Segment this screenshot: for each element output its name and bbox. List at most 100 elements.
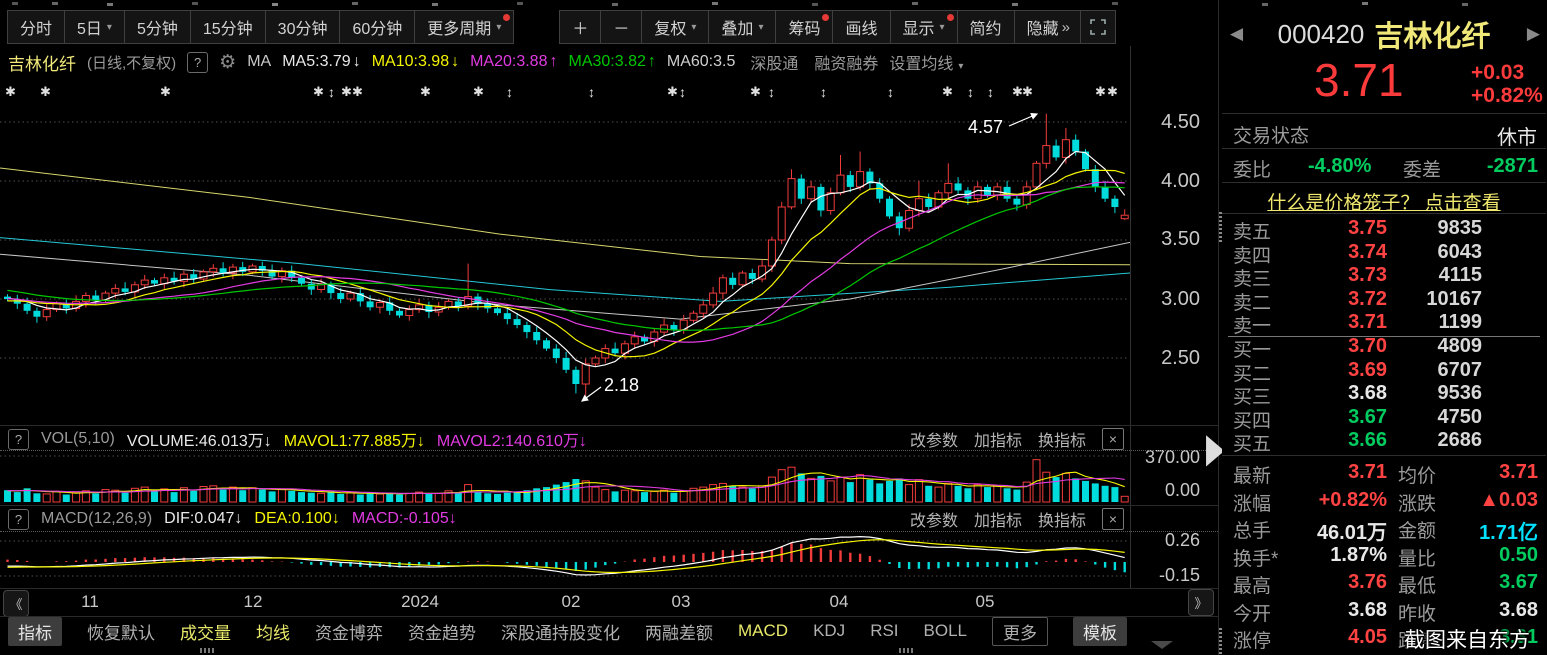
chevron-down-icon: ▾	[939, 21, 945, 33]
indicator-tab-MACD[interactable]: MACD	[738, 621, 789, 640]
macd-panel-header: ? MACD(12,26,9) DIF:0.047↓ DEA:0.100↓ MACD:-…	[8, 507, 1124, 531]
action-换指标[interactable]: 换指标	[1037, 513, 1086, 530]
divider	[1222, 148, 1546, 149]
period-button-更多周期[interactable]: 更多周期 ▾	[414, 10, 515, 44]
ma-setting-button[interactable]: 设置均线 ▾	[889, 50, 963, 74]
notification-dot	[822, 14, 830, 21]
action-改参数[interactable]: 改参数	[909, 513, 958, 530]
stat-value: 4.05	[1348, 626, 1387, 648]
action-换指标[interactable]: 换指标	[1037, 433, 1086, 450]
panel-resize-grip[interactable]	[1219, 628, 1224, 655]
macd-chart[interactable]	[0, 532, 1130, 588]
simple-button[interactable]: 简约	[956, 10, 1015, 44]
chips-button[interactable]: 筹码	[775, 10, 834, 44]
order-volume: 9835	[1437, 217, 1483, 239]
stat-value: 3.31	[1499, 626, 1538, 648]
indicator-tab-均线[interactable]: 均线	[256, 623, 290, 643]
indicator-value: MAVOL1:77.885万↓	[283, 433, 425, 450]
action-加指标[interactable]: 加指标	[973, 513, 1022, 530]
period-button-5日[interactable]: 5日 ▾	[64, 10, 125, 44]
stat-value: 3.68	[1348, 598, 1387, 621]
order-volume: 4115	[1438, 264, 1482, 287]
volume-chart[interactable]	[0, 450, 1130, 505]
drag-grip[interactable]	[200, 648, 216, 653]
panel-splitter-handle[interactable]: ▶	[1206, 425, 1225, 472]
header-link-深股通[interactable]: 深股通	[750, 56, 799, 73]
vol-panel-top-border	[0, 425, 1218, 426]
period-button-30分钟[interactable]: 30分钟	[264, 10, 341, 44]
xaxis-label: 05	[975, 592, 995, 611]
fuquan-button[interactable]: 复权 ▾	[641, 10, 710, 44]
order-price: 3.75	[1348, 217, 1387, 239]
period-button-5分钟[interactable]: 5分钟	[123, 10, 191, 44]
hide-button[interactable]: 隐藏»	[1013, 10, 1081, 44]
period-button-60分钟[interactable]: 60分钟	[339, 10, 416, 44]
indicator-tab-资金博弈[interactable]: 资金博弈	[315, 623, 383, 643]
display-button[interactable]: 显示 ▾	[889, 10, 958, 44]
stat-value: 3.67	[1499, 571, 1538, 593]
stat-row: 换手* 1.87% 量比 0.50	[1222, 544, 1546, 572]
last-price: 3.71	[1314, 54, 1404, 106]
scroll-right-button[interactable]: 》	[1188, 589, 1214, 616]
price-axis-column: 4.50 4.00 3.50 3.00 2.50 370.00 0.00 0.26 -0.15	[1132, 0, 1210, 655]
action-加指标[interactable]: 加指标	[973, 433, 1022, 450]
indicator-tab-模板[interactable]: 模板	[1073, 616, 1128, 646]
header-link-融资融券[interactable]: 融资融券	[814, 56, 879, 73]
period-button-分时[interactable]: 分时	[7, 10, 66, 44]
indicator-tab-KDJ[interactable]: KDJ	[813, 621, 846, 640]
close-panel-icon[interactable]: ×	[1102, 508, 1124, 530]
stats-grid: 最新 3.71 均价 3.71 涨幅 +0.82% 涨跌 ▲0.03 总手 46.01万 金额 1.7…	[1222, 461, 1546, 654]
order-book-row: 买二 3.69 6707	[1222, 359, 1546, 385]
indicator-tab-RSI[interactable]: RSI	[870, 621, 899, 640]
period-button-15分钟[interactable]: 15分钟	[189, 10, 266, 44]
chart-mode: (日线,不复权)	[87, 54, 177, 72]
help-icon[interactable]: ?	[187, 51, 209, 73]
svg-text:2.18: 2.18	[604, 375, 639, 395]
fullscreen-button[interactable]	[1079, 10, 1116, 44]
indicator-tab-深股通持股变化[interactable]: 深股通持股变化	[501, 623, 620, 643]
action-改参数[interactable]: 改参数	[909, 433, 958, 450]
close-panel-icon[interactable]: ×	[1102, 428, 1124, 450]
stat-label: 均价	[1398, 466, 1437, 487]
help-icon[interactable]: ?	[8, 508, 29, 530]
svg-text:4.57: 4.57	[968, 117, 1003, 137]
indicator-tab-指标[interactable]: 指标	[8, 616, 62, 646]
indicator-tab-资金趋势[interactable]: 资金趋势	[408, 623, 476, 643]
trend-arrow-icon: ↓	[451, 53, 460, 70]
axis-label: 0.26	[1164, 530, 1200, 550]
next-stock-icon[interactable]: ▶	[1526, 24, 1540, 43]
star-marker-icon: ✱	[420, 84, 431, 99]
zoom-out-button[interactable]: －	[600, 10, 643, 44]
order-level-label: 卖五	[1233, 222, 1272, 243]
order-book-row: 卖一 3.71 1199	[1222, 311, 1546, 337]
indicator-tab-两融差额[interactable]: 两融差额	[645, 623, 713, 643]
price-cage-link[interactable]: 什么是价格笼子？ 点击查看	[1267, 193, 1501, 214]
indicator-tab-BOLL[interactable]: BOLL	[923, 621, 968, 640]
axis-label: 3.50	[1161, 228, 1200, 250]
change-value: +0.03	[1471, 61, 1525, 84]
main-candlestick-chart[interactable]: 4.57 2.18	[0, 80, 1130, 422]
overlay-button[interactable]: 叠加 ▾	[708, 10, 777, 44]
indicator-title: VOL(5,10)	[41, 430, 115, 447]
draw-line-button[interactable]: 画线	[832, 10, 891, 44]
xaxis-label: 11	[81, 592, 99, 611]
zoom-in-button[interactable]: ＋	[559, 10, 602, 44]
panel-resize-grip[interactable]	[1219, 212, 1224, 242]
indicator-tab-恢复默认[interactable]: 恢复默认	[87, 623, 155, 643]
prev-stock-icon[interactable]: ◀	[1230, 24, 1244, 43]
star-marker-icon: ✱	[473, 84, 484, 99]
xaxis-top-border	[0, 588, 1218, 589]
indicator-tab-更多[interactable]: 更多	[992, 616, 1049, 646]
indicator-tab-成交量[interactable]: 成交量	[180, 623, 231, 643]
scroll-left-button[interactable]: 《	[3, 590, 29, 617]
button-label: 复权	[654, 21, 687, 38]
macd-panel-top-border	[0, 505, 1218, 506]
help-icon[interactable]: ?	[8, 428, 29, 450]
order-price: 3.72	[1348, 287, 1387, 310]
axis-label: 4.50	[1161, 111, 1200, 133]
collapse-triangle-icon[interactable]	[1151, 641, 1173, 649]
stat-value: 1.87%	[1330, 543, 1387, 566]
gear-icon[interactable]: ⚙	[219, 51, 237, 73]
drag-grip[interactable]	[899, 648, 915, 653]
stat-row: 最高 3.76 最低 3.67	[1222, 571, 1546, 599]
